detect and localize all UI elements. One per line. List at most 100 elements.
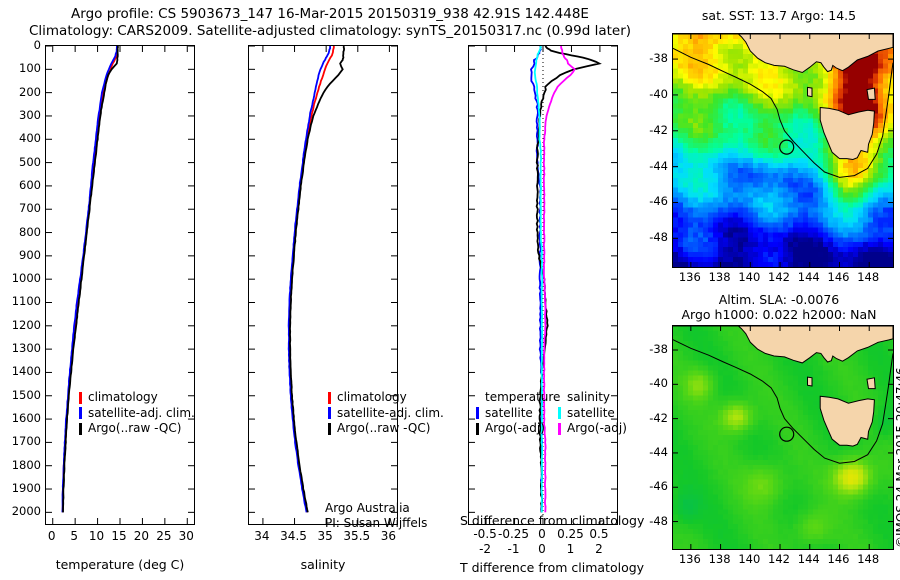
legend-swatch-1 <box>79 407 82 420</box>
depth-tick-2000: 2000 <box>11 504 41 519</box>
depth-tick-0: 0 <box>33 38 41 52</box>
depth-tick-1600: 1600 <box>11 411 41 426</box>
legend-label-0: climatology <box>88 390 158 404</box>
legend-label-0: climatology <box>337 390 407 404</box>
sst-map[interactable] <box>672 33 894 268</box>
diff-temperature-tick-2: 2 <box>595 542 603 556</box>
legend-item-temperature-1: Argo(-adj) <box>476 421 560 437</box>
sst-lat-tick-40: -40 <box>649 86 668 101</box>
landmass-tasmania <box>819 106 875 161</box>
salinity-tick-34: 34 <box>254 529 270 543</box>
diff-temperature-tick-_1: -1 <box>507 542 520 556</box>
legend-header-temperature: temperature <box>485 390 561 404</box>
difference-temperature-legend: temperature satellite Argo(-adj) <box>476 390 560 437</box>
legend-swatch-0 <box>79 391 82 404</box>
legend-swatch-0 <box>476 407 479 420</box>
legend-label-1: satellite-adj. clim. <box>88 405 195 420</box>
sla-title-line-2: Argo h1000: 0.022 h2000: NaN <box>681 307 877 322</box>
legend-label-2: Argo(..raw -QC) <box>337 421 431 435</box>
depth-tick-200: 200 <box>19 84 41 99</box>
profile-line-satellite-adj--clim- <box>61 46 118 513</box>
legend-swatch-1 <box>476 422 479 435</box>
sst-lon-tick-136: 136 <box>678 270 701 284</box>
diff-salinity-tick-0: 0 <box>538 527 546 541</box>
difference-line-salinity-satellite <box>533 46 544 513</box>
diff-salinity-tick-_0_5: -0.5 <box>473 527 497 541</box>
legend-header-salinity: salinity <box>567 390 611 404</box>
legend-label-2: Argo(..raw -QC) <box>88 421 182 435</box>
depth-tick-1500: 1500 <box>11 387 41 402</box>
sla-lon-tick-146: 146 <box>827 552 850 566</box>
legend-swatch-2 <box>328 422 331 435</box>
landmass-king-island <box>807 376 813 387</box>
legend-item-temperature-0: satellite <box>476 406 560 422</box>
data-credit: Argo Australia PI: Susan Wijffels <box>325 501 427 530</box>
sst-lon-tick-140: 140 <box>738 270 761 284</box>
salinity-axis-title: salinity <box>300 557 346 572</box>
temperature-axis-title: temperature (deg C) <box>55 557 185 572</box>
temperature-profile-plot <box>46 46 194 524</box>
depth-tick-1100: 1100 <box>11 294 41 309</box>
legend-item-0: climatology <box>328 390 444 406</box>
legend-item-2: Argo(..raw -QC) <box>79 421 195 437</box>
depth-tick-1000: 1000 <box>11 271 41 286</box>
legend-item-0: climatology <box>79 390 195 406</box>
sla-lat-tick-40: -40 <box>649 376 668 391</box>
sla-lon-tick-138: 138 <box>708 552 731 566</box>
sla-lon-tick-144: 144 <box>797 552 820 566</box>
sla-title-line-1: Altim. SLA: -0.0076 <box>718 292 840 307</box>
legend-swatch-0 <box>328 391 331 404</box>
difference-line-salinity-argo--adj- <box>542 46 576 513</box>
sst-lon-tick-144: 144 <box>797 270 820 284</box>
temperature-legend: climatology satellite-adj. clim. Argo(..ra… <box>79 390 195 437</box>
landmass-tasmania <box>819 395 875 447</box>
legend-item-1: satellite-adj. clim. <box>79 406 195 422</box>
profile-line-climatology <box>61 46 119 513</box>
sst-lat-tick-42: -42 <box>649 122 668 137</box>
legend-swatch-3 <box>558 422 561 435</box>
diff-salinity-tick-0_5: 0.5 <box>589 527 609 541</box>
sla-lon-tick-140: 140 <box>738 552 761 566</box>
profile-location-marker[interactable] <box>779 426 795 442</box>
diff-salinity-tick-0_25: 0.25 <box>557 527 584 541</box>
sst-lon-tick-142: 142 <box>768 270 790 284</box>
depth-tick-1300: 1300 <box>11 341 41 356</box>
salinity-tick-34-5: 34.5 <box>280 529 307 543</box>
sla-map[interactable] <box>672 325 894 550</box>
profile-location-marker[interactable] <box>779 139 795 155</box>
sla-lat-tick-38: -38 <box>649 342 668 356</box>
legend-label-0: satellite <box>485 405 533 420</box>
depth-tick-1900: 1900 <box>11 481 41 496</box>
temperature-tick-0: 0 <box>47 529 56 543</box>
legend-item-salinity-3: Argo(-adj) <box>558 421 627 437</box>
sla-map-canvas <box>673 326 893 549</box>
temperature-tick-5: 5 <box>70 529 78 543</box>
depth-tick-300: 300 <box>19 107 41 122</box>
depth-tick-1700: 1700 <box>11 434 41 449</box>
shelf-contour <box>673 47 893 178</box>
depth-tick-1400: 1400 <box>11 364 41 379</box>
salinity-profile-panel <box>248 45 398 525</box>
sst-lat-tick-38: -38 <box>649 51 668 66</box>
difference-profile-plot <box>469 46 617 524</box>
legend-label-3: Argo(-adj) <box>567 421 627 435</box>
salinity-tick-36: 36 <box>380 529 397 543</box>
sla-lon-tick-136: 136 <box>678 552 701 566</box>
credit-pi: PI: Susan Wijffels <box>325 515 428 530</box>
salinity-tick-35: 35 <box>317 529 333 543</box>
sla-map-title: Altim. SLA: -0.0076 Argo h1000: 0.022 h2… <box>660 292 898 322</box>
sla-lat-tick-46: -46 <box>649 479 668 494</box>
legend-label-1: Argo(-adj) <box>485 421 545 435</box>
depth-tick-400: 400 <box>19 131 41 146</box>
title-line-2: Climatology: CARS2009. Satellite-adjuste… <box>28 23 632 39</box>
difference-salinity-axis-title: S difference from climatology <box>460 513 645 528</box>
depth-tick-800: 800 <box>19 224 41 239</box>
landmass-flinders-island <box>866 87 876 100</box>
legend-item-1: satellite-adj. clim. <box>328 406 444 422</box>
legend-label-1: satellite-adj. clim. <box>337 405 444 420</box>
diff-salinity-tick-_0_25: -0.25 <box>498 527 530 541</box>
sla-field <box>673 326 893 549</box>
profile-line-argo---raw--qc- <box>62 46 119 513</box>
salinity-line-argo---raw--qc- <box>289 46 345 513</box>
